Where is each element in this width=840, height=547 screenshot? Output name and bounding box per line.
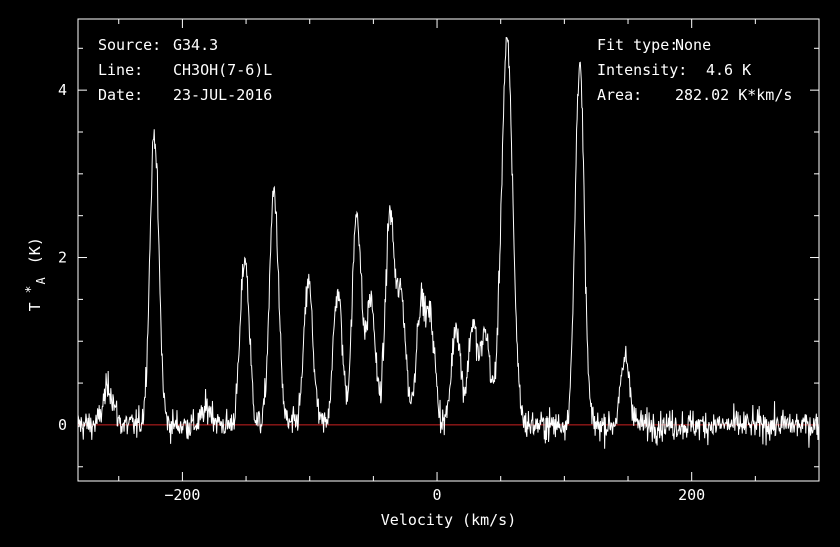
- spectrum-line: [77, 37, 820, 449]
- date-value: 23-JUL-2016: [173, 86, 273, 104]
- y-axis-label-main: T: [26, 302, 44, 311]
- y-tick-label: 0: [58, 416, 67, 434]
- intensity-key: Intensity:: [597, 61, 688, 79]
- x-tick-label: −200: [164, 486, 200, 504]
- x-tick-label: 200: [678, 486, 705, 504]
- line-key: Line:: [98, 61, 144, 79]
- svg-text:T * A (K): T * A (K): [21, 237, 49, 311]
- y-axis-label-sub: A: [34, 276, 48, 284]
- axis-tick-labels: −200 0 200 0 2 4: [58, 81, 705, 504]
- x-tick-label: 0: [433, 486, 442, 504]
- plot-frame: [77, 18, 820, 482]
- header-right-keys: Fit type: None Intensity: 4.6 K Area: 28…: [597, 36, 792, 162]
- fit-type-value: None: [675, 36, 712, 54]
- area-value: 282.02 K*km/s: [675, 86, 793, 104]
- intensity-value: 4.6 K: [706, 61, 752, 79]
- line-value: CH3OH(7-6)L: [173, 61, 273, 79]
- y-tick-label: 2: [58, 249, 67, 267]
- y-axis-label: T * A (K): [21, 237, 49, 311]
- y-tick-label: 4: [58, 81, 67, 99]
- date-key: Date:: [98, 86, 144, 104]
- y-axis-label-unit: (K): [26, 237, 44, 264]
- y-axis-label-sup: *: [24, 286, 39, 294]
- header-left-keys: Source: G34.3 Line: CH3OH(7-6)L Date: 23…: [98, 36, 272, 162]
- x-axis-label: Velocity (km/s): [381, 511, 516, 529]
- source-value: G34.3: [173, 36, 219, 54]
- area-key: Area:: [597, 86, 643, 104]
- source-key: Source:: [98, 36, 162, 54]
- fit-type-key: Fit type:: [597, 36, 679, 54]
